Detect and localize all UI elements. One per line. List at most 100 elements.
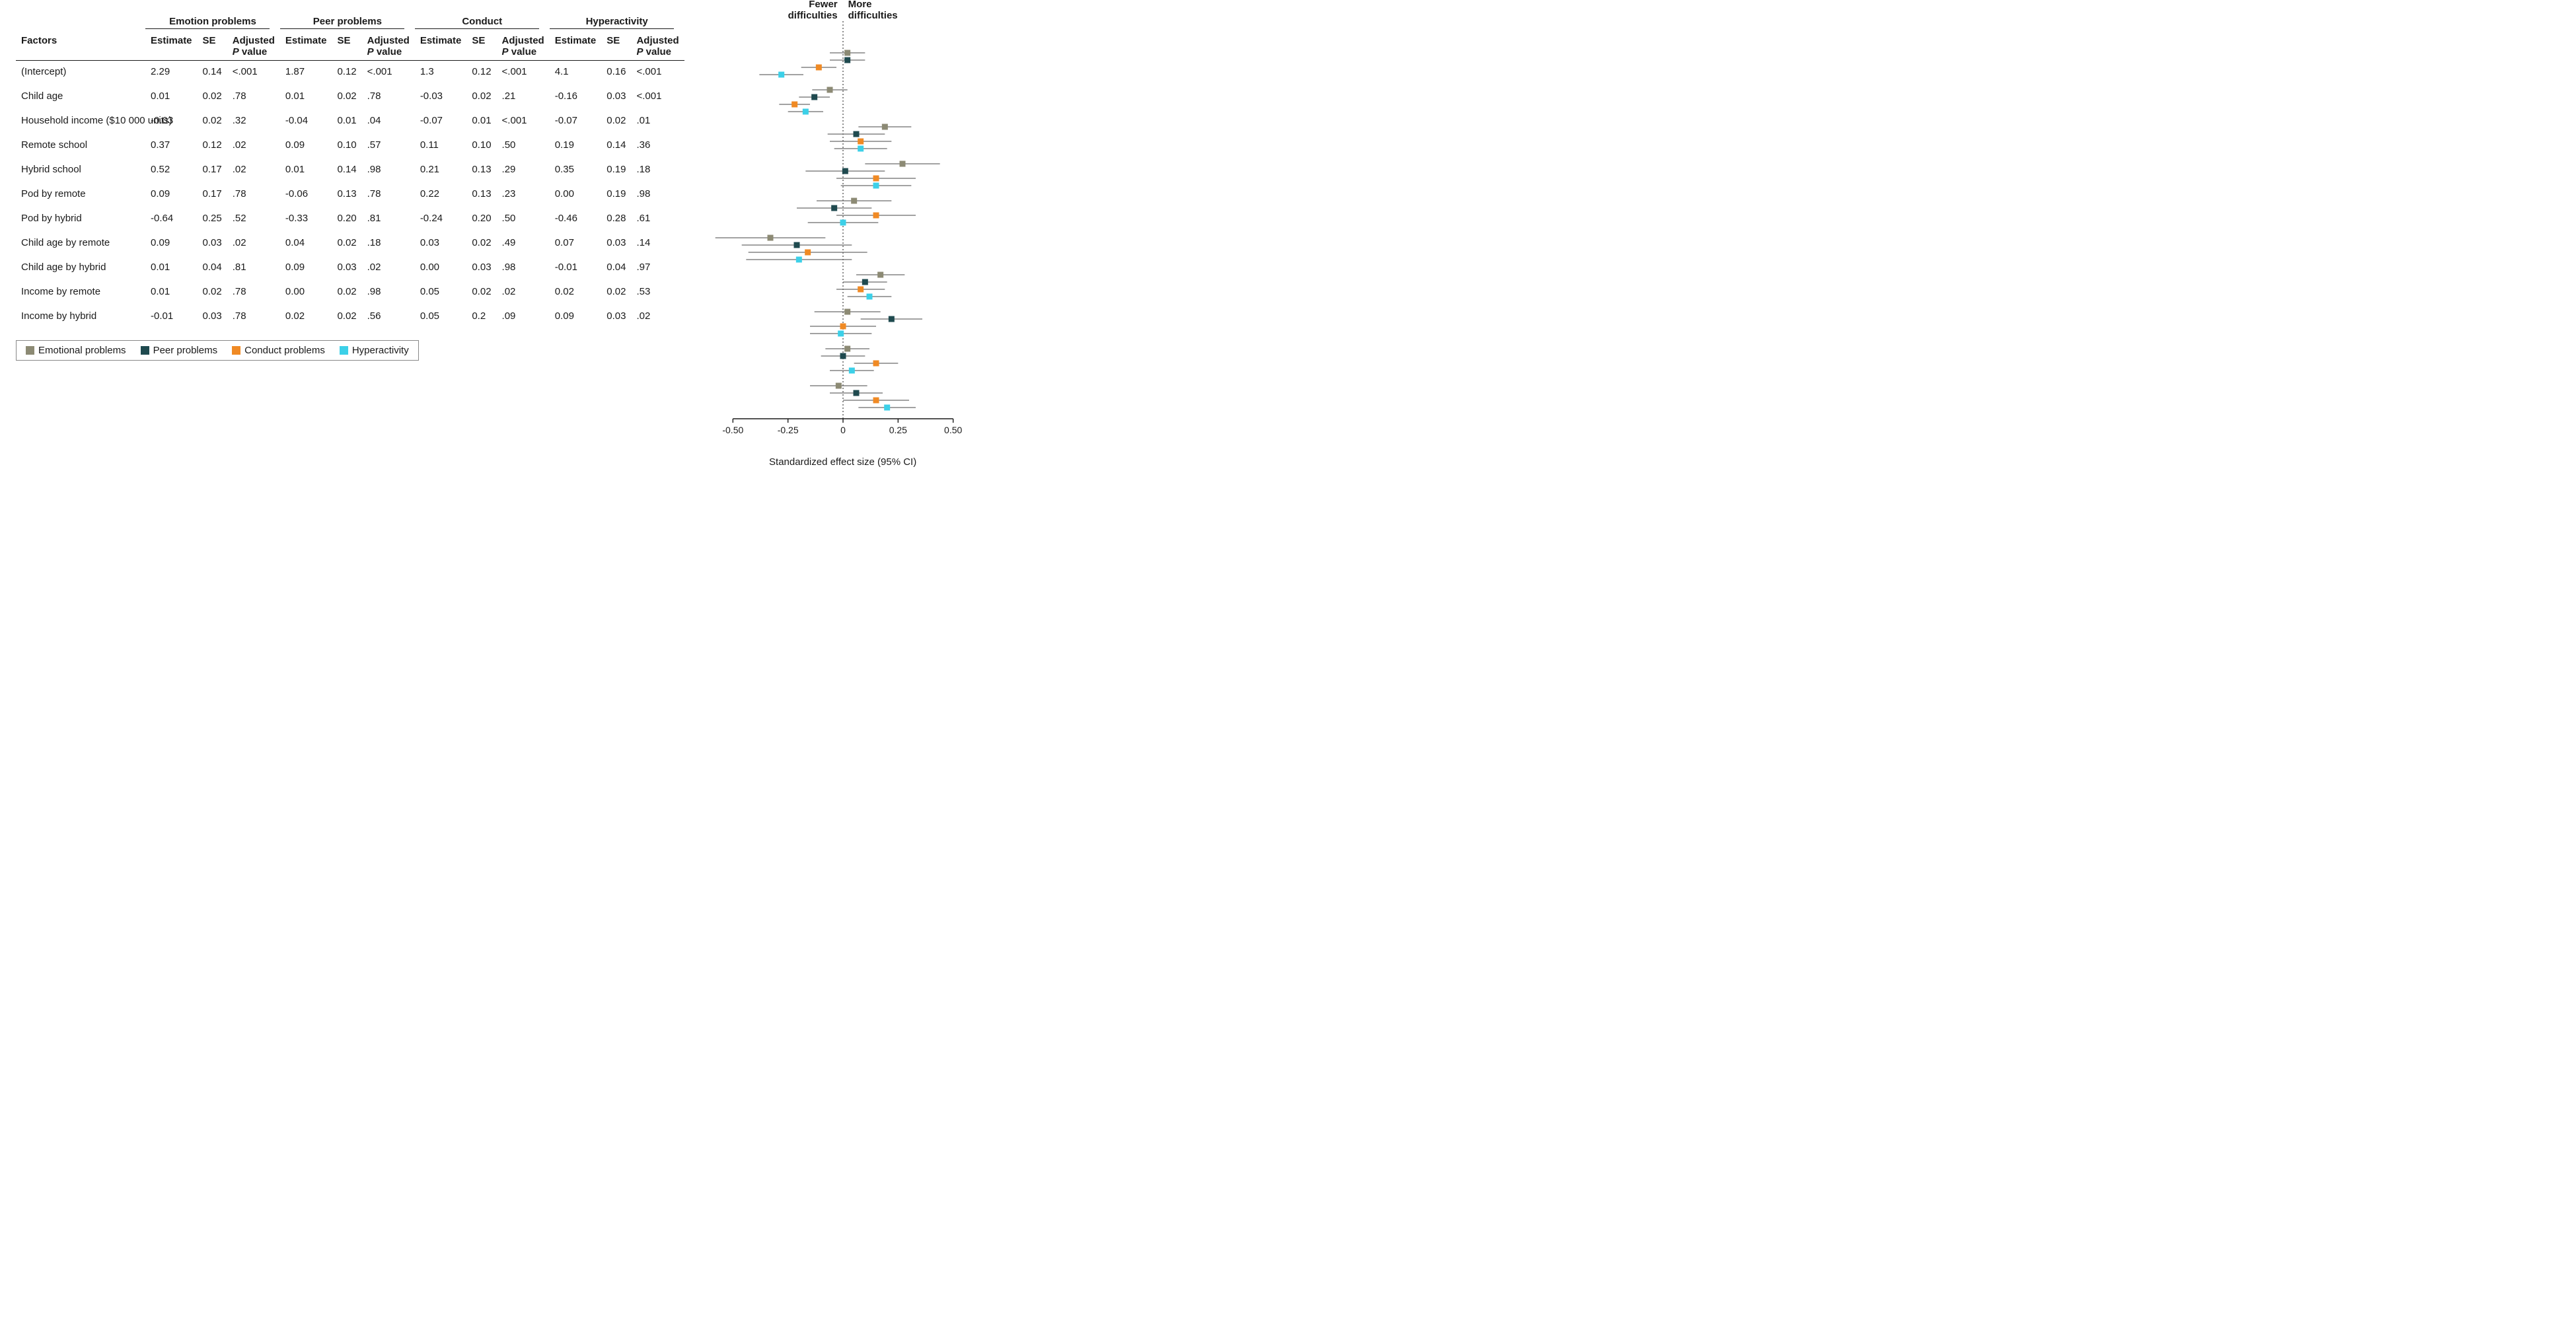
row-label: Household income ($10 000 units) [16, 108, 145, 133]
forest-marker [873, 183, 879, 189]
subhead-pvalue: AdjustedP value [227, 32, 280, 61]
cell-estimate: -0.64 [145, 206, 198, 231]
cell-pvalue: .36 [631, 133, 684, 157]
cell-estimate: -0.07 [550, 108, 602, 133]
cell-pvalue: .78 [227, 84, 280, 108]
cell-estimate: 0.01 [145, 255, 198, 279]
cell-se: 0.02 [466, 84, 496, 108]
cell-estimate: 0.04 [280, 231, 332, 255]
row-label: Income by hybrid [16, 304, 145, 328]
cell-estimate: 0.09 [280, 255, 332, 279]
cell-se: 0.14 [198, 61, 227, 85]
subhead-se: SE [198, 32, 227, 61]
row-label: Hybrid school [16, 157, 145, 182]
forest-marker [848, 368, 854, 374]
cell-se: 0.03 [601, 304, 631, 328]
forest-marker [805, 250, 811, 256]
forest-marker [899, 161, 905, 167]
cell-pvalue: .32 [227, 108, 280, 133]
cell-se: 0.25 [198, 206, 227, 231]
forest-marker [844, 57, 850, 63]
cell-se: 0.02 [601, 108, 631, 133]
row-label: Child age by remote [16, 231, 145, 255]
table-row: Child age0.010.02.780.010.02.78-0.030.02… [16, 84, 684, 108]
forest-marker [888, 316, 894, 322]
forest-marker [873, 361, 879, 367]
cell-pvalue: .98 [362, 279, 415, 304]
cell-se: 0.13 [466, 182, 496, 206]
cell-estimate: 0.05 [415, 304, 467, 328]
cell-pvalue: .50 [497, 133, 550, 157]
cell-pvalue: .97 [631, 255, 684, 279]
cell-pvalue: .18 [631, 157, 684, 182]
cell-pvalue: .98 [631, 182, 684, 206]
cell-estimate: 0.03 [415, 231, 467, 255]
cell-estimate: -0.01 [145, 304, 198, 328]
cell-se: 0.02 [198, 279, 227, 304]
legend-item: Conduct problems [232, 345, 325, 356]
cell-pvalue: <.001 [362, 61, 415, 85]
cell-pvalue: .50 [497, 206, 550, 231]
subhead-pvalue: AdjustedP value [362, 32, 415, 61]
cell-estimate: 0.02 [550, 279, 602, 304]
legend-swatch [340, 346, 348, 355]
legend-label: Hyperactivity [352, 345, 409, 356]
table-row: (Intercept)2.290.14<.0011.870.12<.0011.3… [16, 61, 684, 85]
forest-marker [881, 124, 887, 130]
x-tick-label: -0.50 [722, 425, 743, 435]
row-label: Pod by hybrid [16, 206, 145, 231]
legend-item: Hyperactivity [340, 345, 409, 356]
cell-se: 0.03 [198, 304, 227, 328]
cell-se: 0.17 [198, 182, 227, 206]
forest-marker [840, 324, 846, 330]
cell-pvalue: .78 [227, 304, 280, 328]
forest-marker [793, 242, 799, 248]
cell-pvalue: .98 [497, 255, 550, 279]
x-tick-label: 0.25 [889, 425, 906, 435]
cell-se: 0.01 [332, 108, 361, 133]
cell-estimate: -0.46 [550, 206, 602, 231]
forest-marker [815, 65, 821, 71]
cell-estimate: 0.02 [280, 304, 332, 328]
cell-pvalue: .61 [631, 206, 684, 231]
cell-se: 0.19 [601, 182, 631, 206]
subhead-se: SE [332, 32, 361, 61]
cell-pvalue: .81 [362, 206, 415, 231]
subhead-estimate: Estimate [550, 32, 602, 61]
forest-chart: Fewer difficulties More difficulties -0.… [704, 13, 982, 439]
subhead-estimate: Estimate [145, 32, 198, 61]
forest-marker [795, 257, 801, 263]
cell-se: 0.12 [332, 61, 361, 85]
cell-se: 0.10 [332, 133, 361, 157]
forest-marker [840, 353, 846, 359]
cell-se: 0.13 [332, 182, 361, 206]
col-group: Conduct [415, 13, 550, 27]
cell-se: 0.02 [332, 304, 361, 328]
cell-pvalue: .49 [497, 231, 550, 255]
forest-marker [884, 405, 890, 411]
cell-estimate: 0.01 [145, 279, 198, 304]
forest-marker [844, 309, 850, 315]
subhead-pvalue: AdjustedP value [631, 32, 684, 61]
cell-se: 0.20 [332, 206, 361, 231]
cell-estimate: 0.00 [550, 182, 602, 206]
col-group: Peer problems [280, 13, 415, 27]
cell-estimate: 0.09 [145, 231, 198, 255]
x-tick-label: 0 [840, 425, 846, 435]
forest-marker [873, 398, 879, 404]
cell-se: 0.2 [466, 304, 496, 328]
subhead-se: SE [601, 32, 631, 61]
legend-item: Peer problems [141, 345, 218, 356]
cell-pvalue: .02 [362, 255, 415, 279]
col-group: Hyperactivity [550, 13, 684, 27]
cell-estimate: -0.07 [415, 108, 467, 133]
forest-marker [873, 213, 879, 219]
cell-estimate: 0.21 [415, 157, 467, 182]
cell-se: 0.12 [466, 61, 496, 85]
cell-pvalue: .57 [362, 133, 415, 157]
forest-marker [851, 198, 857, 204]
cell-se: 0.03 [332, 255, 361, 279]
forest-marker [844, 50, 850, 56]
forest-marker [831, 205, 837, 211]
cell-pvalue: .02 [631, 304, 684, 328]
